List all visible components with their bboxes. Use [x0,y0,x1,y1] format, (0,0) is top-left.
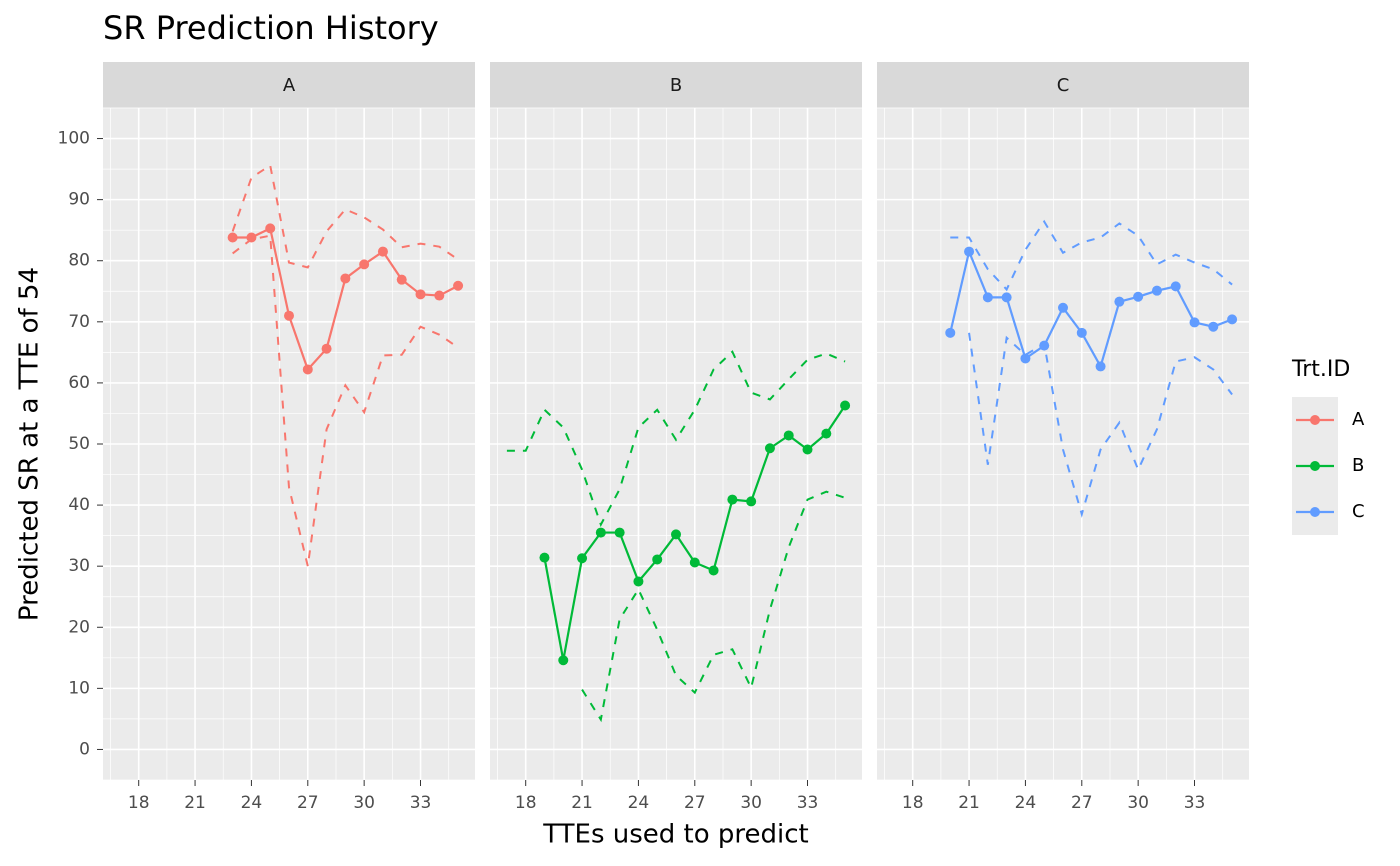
x-tick-label: 30 [1127,793,1149,813]
x-tick-label: 27 [684,793,706,813]
data-point [821,428,832,439]
data-point [302,364,313,375]
data-point [558,655,569,666]
chart-title: SR Prediction History [103,9,439,47]
data-point [415,289,426,300]
y-tick-label: 60 [68,373,90,393]
data-point [377,246,388,257]
data-point [671,529,681,540]
strip-background [490,62,862,108]
data-point [1020,353,1031,364]
data-point [1170,281,1181,292]
data-point [689,557,700,568]
x-tick-label: 18 [128,793,150,813]
data-point [1076,327,1087,338]
data-point [746,496,757,507]
y-tick-label: 40 [68,495,90,515]
data-point [982,292,993,303]
legend-marker [1310,415,1320,425]
legend-label: A [1352,409,1365,430]
x-tick-label: 24 [628,793,650,813]
x-tick-label: 33 [797,793,819,813]
data-point [396,274,407,285]
data-point [764,443,775,454]
y-tick-label: 70 [68,312,90,332]
y-tick-label: 90 [68,190,90,210]
y-tick-label: 30 [68,556,90,576]
upper-bound-line [950,219,1233,292]
data-point [1189,317,1200,328]
data-point [652,554,663,565]
x-tick-label: 33 [410,793,432,813]
strip-background [877,62,1249,108]
data-point [1227,314,1238,325]
y-tick-label: 10 [68,678,90,698]
data-point [434,290,445,301]
legend-title: Trt.ID [1291,357,1350,382]
data-point [1151,285,1162,296]
x-tick-label: 21 [958,793,980,813]
data-point [321,343,332,354]
data-point [453,280,464,291]
data-point [1208,321,1219,332]
data-point [614,527,625,538]
y-tick-label: 80 [68,251,90,271]
data-point [1039,340,1050,351]
data-point [708,565,719,576]
y-tick-label: 20 [68,617,90,637]
y-tick-label: 50 [68,434,90,454]
y-tick-label: 100 [58,129,90,149]
data-point [246,232,257,243]
x-tick-label: 18 [902,793,924,813]
legend-label: B [1352,455,1364,476]
data-point [1095,361,1106,372]
y-tick-label: 0 [79,739,90,759]
x-tick-label: 24 [1015,793,1037,813]
x-tick-label: 18 [515,793,537,813]
upper-bound-line [506,350,846,528]
series-line [949,247,1233,370]
legend-label: C [1352,501,1365,522]
strip-background [103,62,475,108]
y-axis-label: Predicted SR at a TTE of 54 [15,267,45,621]
x-tick-label: 21 [184,793,206,813]
x-axis-label: TTEs used to predict [542,820,809,850]
lower-bound-line [581,490,846,723]
strip-label: A [283,75,296,96]
upper-bound-line [231,163,459,269]
legend-marker [1310,507,1320,517]
data-point [539,552,550,563]
strip-label: B [670,75,682,96]
lower-bound-line [968,332,1233,518]
data-point [783,430,794,441]
x-tick-label: 21 [571,793,593,813]
data-point [964,246,975,257]
data-point [802,444,813,455]
data-point [595,527,606,538]
data-point [227,232,238,243]
x-tick-label: 33 [1184,793,1206,813]
data-point [577,553,588,564]
data-point [840,400,851,411]
data-point [727,494,738,505]
x-tick-label: 27 [297,793,319,813]
data-point [284,310,294,321]
data-point [633,576,644,587]
data-point [359,259,370,270]
x-tick-label: 27 [1071,793,1093,813]
data-point [265,223,276,234]
data-point [945,327,956,338]
data-point [1001,292,1012,303]
x-tick-label: 30 [353,793,375,813]
data-point [340,273,351,284]
legend-marker [1310,461,1320,471]
data-point [1058,302,1068,313]
x-tick-label: 24 [241,793,263,813]
data-point [1133,291,1144,302]
data-point [1114,296,1125,307]
x-tick-label: 30 [740,793,762,813]
strip-label: C [1057,75,1070,96]
lower-bound-line [232,234,459,567]
